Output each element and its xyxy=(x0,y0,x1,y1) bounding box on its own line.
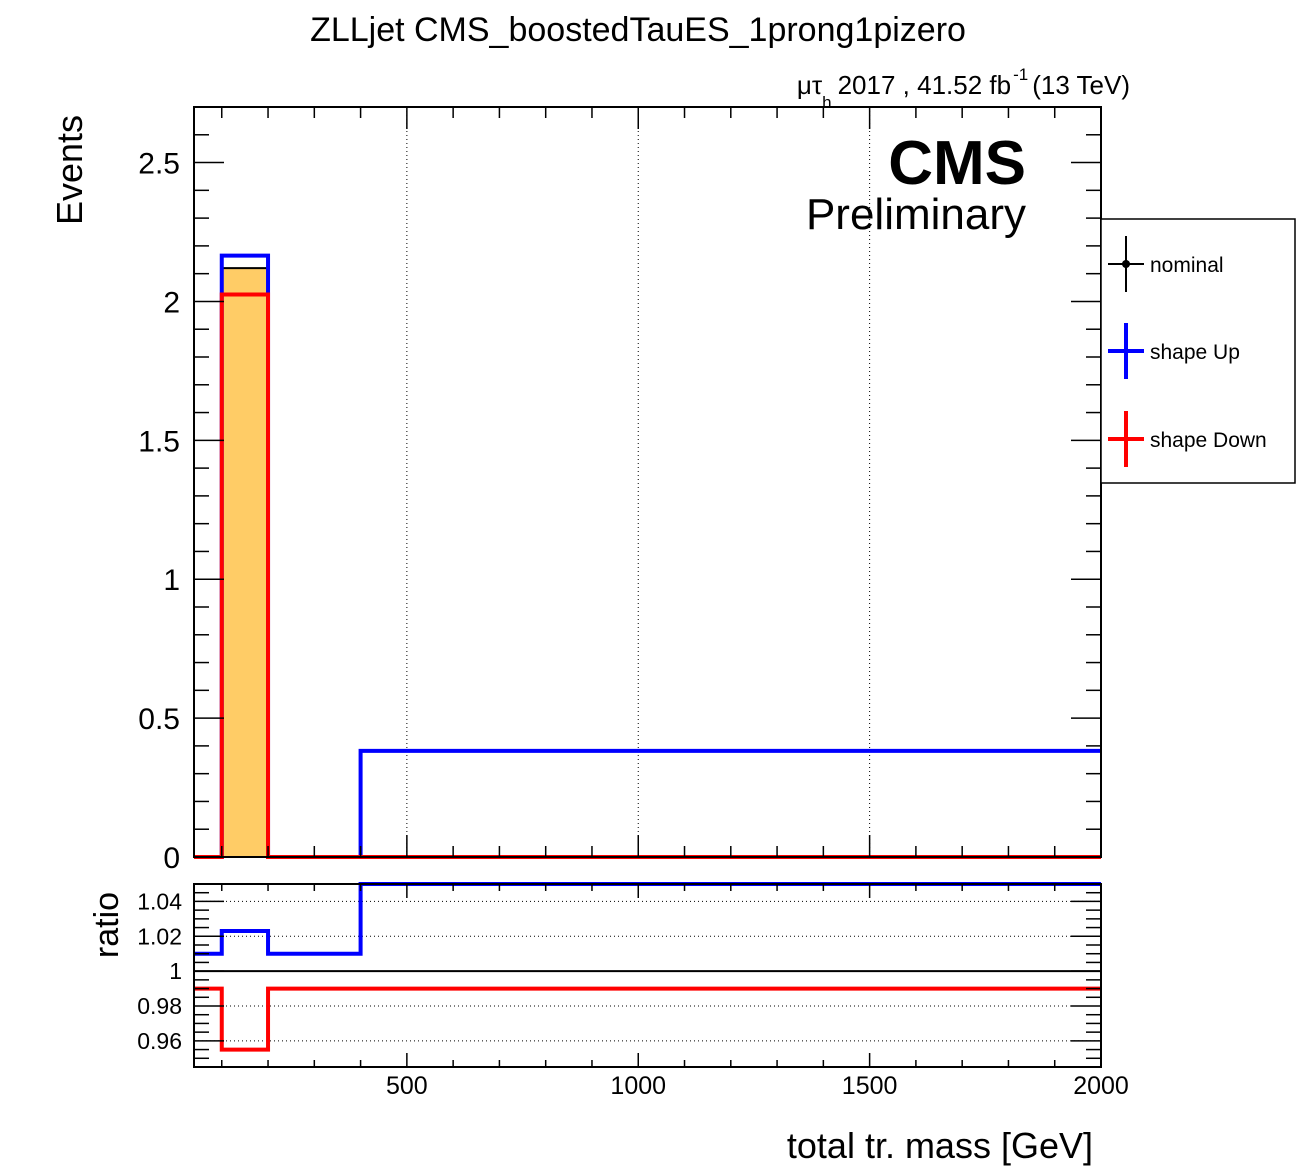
legend-label: shape Down xyxy=(1150,429,1267,452)
series-line-shape-up xyxy=(194,253,1101,859)
x-tick-label: 500 xyxy=(386,1072,428,1100)
y-axis-label: Events xyxy=(49,115,90,225)
main-grid xyxy=(406,107,871,857)
chart-title: ZLLjet CMS_boostedTauES_1prong1pizero xyxy=(310,11,966,49)
cms-label: CMS xyxy=(888,129,1026,198)
legend: nominal shape Up shape Down xyxy=(1100,218,1296,484)
ratio-series xyxy=(194,882,1101,1052)
ratio-y-axis-label: ratio xyxy=(88,892,126,958)
y-tick-label: 2.5 xyxy=(138,148,180,181)
ratio-y-tick-label: 1.02 xyxy=(137,923,182,949)
legend-marker-dot xyxy=(1122,260,1130,268)
cms-sublabel: Preliminary xyxy=(806,190,1026,239)
x-tick-label: 1500 xyxy=(842,1072,898,1100)
tick-labels: 0 0.5 1 1.5 2 2.5 500 1000 1500 2000 0.96 0.98 1 1.02… xyxy=(137,148,1129,1100)
x-tick-label: 1000 xyxy=(610,1072,666,1100)
series-line-shape-down xyxy=(194,292,1101,859)
y-tick-label: 0.5 xyxy=(138,703,180,736)
subtitle-subscript: h xyxy=(822,93,831,112)
legend-label: shape Up xyxy=(1150,341,1240,364)
y-tick-label: 1 xyxy=(163,564,180,597)
subtitle-main: 2017 , 41.52 fb xyxy=(838,70,1011,100)
y-tick-label: 0 xyxy=(163,842,180,875)
ratio-y-tick-label: 0.98 xyxy=(137,993,182,1019)
ratio-y-tick-label: 0.96 xyxy=(137,1028,182,1054)
ratio-line-shape-up xyxy=(194,882,1101,956)
ratio-ticks xyxy=(194,883,1102,1067)
y-tick-label: 2 xyxy=(163,286,180,319)
subtitle-energy: (13 TeV) xyxy=(1032,70,1130,100)
ratio-plot-frame xyxy=(193,883,1102,1068)
x-axis-label: total tr. mass [GeV] xyxy=(787,1125,1093,1166)
main-series xyxy=(194,253,1101,859)
ratio-y-tick-label: 1 xyxy=(169,958,182,984)
chart-subtitle: μτh 2017 , 41.52 fb -1 (13 TeV) xyxy=(797,65,1130,112)
nominal-bar xyxy=(221,268,269,858)
ratio-y-tick-label: 1.04 xyxy=(137,888,182,914)
subtitle-mu-tau: μτ xyxy=(797,70,823,100)
y-tick-label: 1.5 xyxy=(138,425,180,458)
legend-label: nominal xyxy=(1150,254,1224,277)
subtitle-superscript: -1 xyxy=(1013,65,1028,84)
x-tick-label: 2000 xyxy=(1073,1072,1129,1100)
ratio-line-shape-down xyxy=(194,986,1101,1052)
